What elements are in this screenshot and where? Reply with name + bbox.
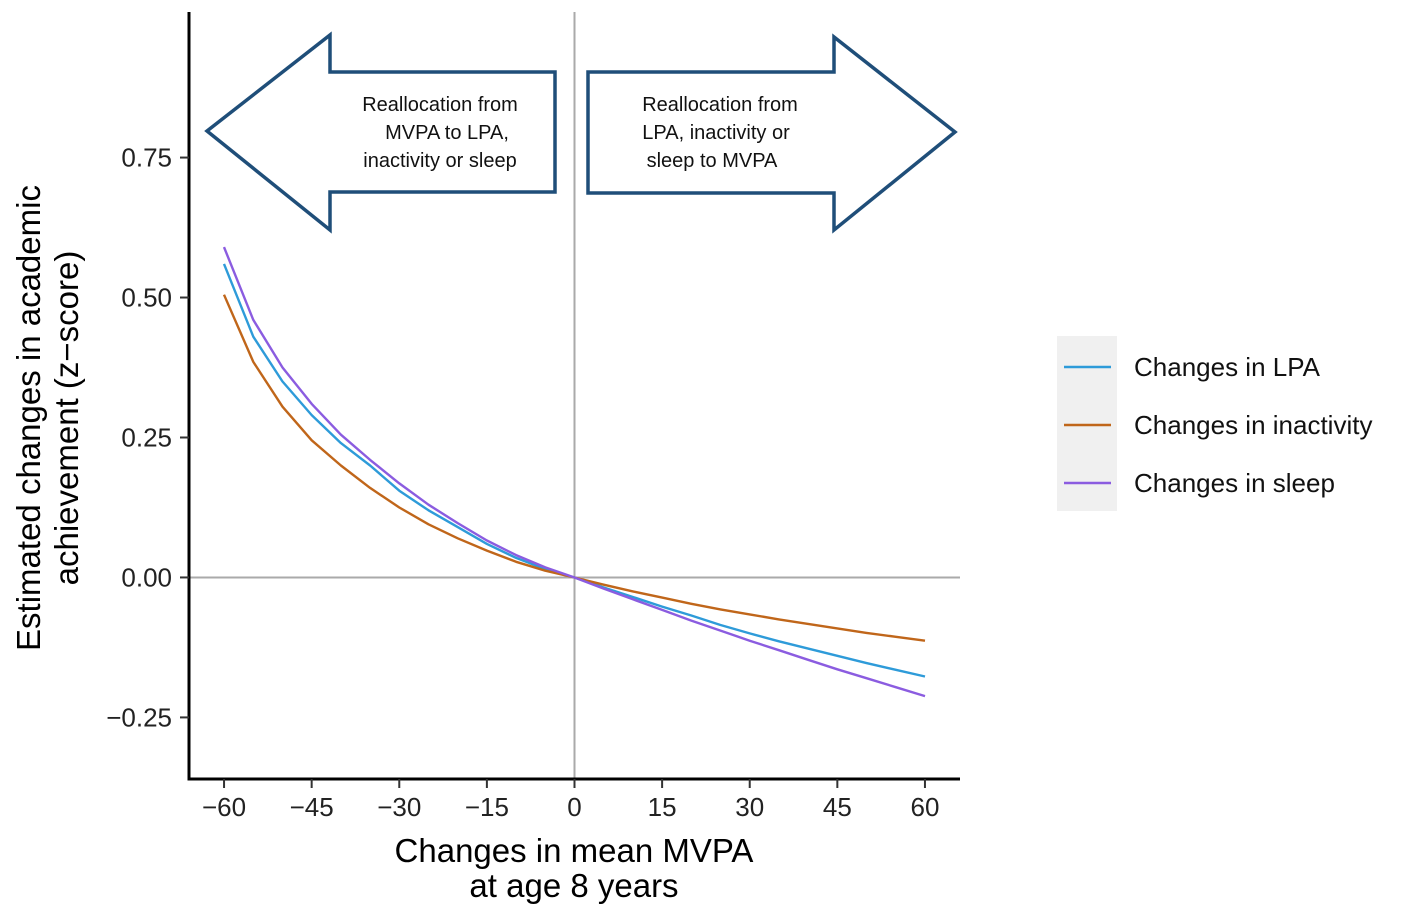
- y-tick-label: 0.00: [121, 562, 172, 592]
- right-arrow-label-line: LPA, inactivity or: [642, 122, 790, 144]
- legend-label: Changes in inactivity: [1134, 410, 1372, 440]
- y-axis-title: Estimated changes in academic: [10, 185, 47, 651]
- x-tick-label: −30: [377, 792, 421, 822]
- x-axis-title: Changes in mean MVPA: [395, 832, 754, 869]
- x-tick-label: 30: [735, 792, 764, 822]
- y-tick-label: 0.50: [121, 283, 172, 313]
- legend-label: Changes in LPA: [1134, 352, 1321, 382]
- series-lines: [222, 246, 926, 698]
- y-tick-label: 0.75: [121, 143, 172, 173]
- x-tick-label: 45: [823, 792, 852, 822]
- right-arrow-label-line: sleep to MVPA: [647, 150, 778, 172]
- y-axis-title: achievement (z−score): [48, 251, 85, 586]
- left-arrow-shape: [204, 31, 557, 234]
- legend-key-background: [1057, 336, 1117, 511]
- axes: −60 −45 −30 −15 0 15 30 45 60 −0.25 0.00 0.25 0.50 0.…: [10, 12, 960, 904]
- left-arrow-label-line: inactivity or sleep: [363, 150, 516, 172]
- x-tick-label: 0: [567, 792, 581, 822]
- x-tick-label: 15: [648, 792, 677, 822]
- annotation-arrows: Reallocation from MVPA to LPA, inactivity …: [204, 31, 958, 234]
- series-line-changes-in-sleep: [222, 246, 926, 698]
- x-tick-label: −15: [465, 792, 509, 822]
- left-arrow-label-line: Reallocation from: [362, 94, 518, 116]
- y-tick-label: −0.25: [106, 702, 172, 732]
- left-arrow-label-line: MVPA to LPA,: [385, 122, 509, 144]
- x-tick-label: −45: [290, 792, 334, 822]
- right-arrow-shape: [586, 33, 958, 234]
- x-tick-label: −60: [202, 792, 246, 822]
- legend-label: Changes in sleep: [1134, 468, 1335, 498]
- legend: Changes in LPA Changes in inactivity Chang…: [1057, 336, 1372, 511]
- right-arrow-label-line: Reallocation from: [642, 94, 798, 116]
- x-tick-label: 60: [910, 792, 939, 822]
- x-axis-title: at age 8 years: [469, 867, 678, 904]
- y-tick-label: 0.25: [121, 422, 172, 452]
